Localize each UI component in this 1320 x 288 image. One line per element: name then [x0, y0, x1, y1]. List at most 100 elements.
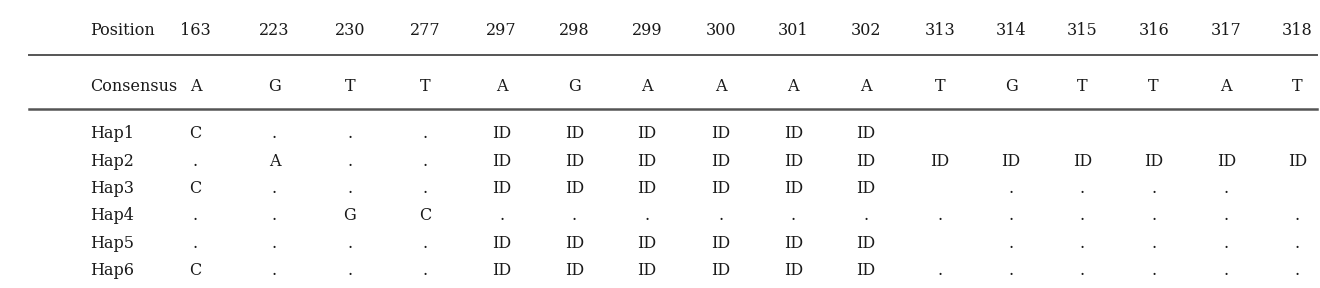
Text: Hap4: Hap4	[90, 207, 133, 225]
Text: ID: ID	[638, 125, 656, 143]
Text: .: .	[1224, 207, 1229, 225]
Text: 297: 297	[486, 22, 517, 39]
Text: .: .	[718, 207, 723, 225]
Text: .: .	[272, 180, 277, 197]
Text: A: A	[642, 78, 652, 95]
Text: Hap2: Hap2	[90, 153, 133, 170]
Text: .: .	[272, 207, 277, 225]
Text: ID: ID	[784, 125, 803, 143]
Text: .: .	[1295, 262, 1300, 279]
Text: G: G	[268, 78, 281, 95]
Text: ID: ID	[1217, 153, 1236, 170]
Text: .: .	[347, 262, 352, 279]
Text: .: .	[422, 262, 428, 279]
Text: ID: ID	[565, 180, 583, 197]
Text: ID: ID	[784, 153, 803, 170]
Text: 318: 318	[1282, 22, 1313, 39]
Text: T: T	[1077, 78, 1088, 95]
Text: .: .	[347, 125, 352, 143]
Text: G: G	[1005, 78, 1018, 95]
Text: .: .	[1080, 235, 1085, 252]
Text: .: .	[422, 235, 428, 252]
Text: .: .	[422, 180, 428, 197]
Text: 302: 302	[850, 22, 882, 39]
Text: 300: 300	[705, 22, 737, 39]
Text: .: .	[347, 235, 352, 252]
Text: 316: 316	[1138, 22, 1170, 39]
Text: ID: ID	[1144, 153, 1163, 170]
Text: Consensus: Consensus	[90, 78, 177, 95]
Text: ID: ID	[1073, 153, 1092, 170]
Text: .: .	[1151, 207, 1156, 225]
Text: ID: ID	[638, 262, 656, 279]
Text: .: .	[1224, 180, 1229, 197]
Text: ID: ID	[1002, 153, 1020, 170]
Text: ID: ID	[1288, 153, 1307, 170]
Text: .: .	[272, 125, 277, 143]
Text: 313: 313	[924, 22, 956, 39]
Text: ID: ID	[565, 262, 583, 279]
Text: .: .	[193, 153, 198, 170]
Text: ID: ID	[857, 180, 875, 197]
Text: ID: ID	[931, 153, 949, 170]
Text: 317: 317	[1210, 22, 1242, 39]
Text: .: .	[1080, 262, 1085, 279]
Text: ID: ID	[565, 153, 583, 170]
Text: Position: Position	[90, 22, 154, 39]
Text: C: C	[189, 125, 202, 143]
Text: ID: ID	[638, 235, 656, 252]
Text: .: .	[1151, 235, 1156, 252]
Text: .: .	[937, 262, 942, 279]
Text: ID: ID	[857, 153, 875, 170]
Text: T: T	[1292, 78, 1303, 95]
Text: A: A	[269, 153, 280, 170]
Text: .: .	[1295, 207, 1300, 225]
Text: 163: 163	[180, 22, 211, 39]
Text: .: .	[1151, 180, 1156, 197]
Text: .: .	[791, 207, 796, 225]
Text: ID: ID	[784, 235, 803, 252]
Text: 298: 298	[558, 22, 590, 39]
Text: ID: ID	[784, 180, 803, 197]
Text: Hap1: Hap1	[90, 125, 133, 143]
Text: Hap3: Hap3	[90, 180, 133, 197]
Text: ID: ID	[565, 125, 583, 143]
Text: .: .	[193, 235, 198, 252]
Text: .: .	[863, 207, 869, 225]
Text: ID: ID	[638, 180, 656, 197]
Text: A: A	[788, 78, 799, 95]
Text: ID: ID	[857, 125, 875, 143]
Text: .: .	[1224, 262, 1229, 279]
Text: ID: ID	[492, 153, 511, 170]
Text: 314: 314	[995, 22, 1027, 39]
Text: A: A	[496, 78, 507, 95]
Text: T: T	[420, 78, 430, 95]
Text: .: .	[937, 207, 942, 225]
Text: 301: 301	[777, 22, 809, 39]
Text: A: A	[190, 78, 201, 95]
Text: .: .	[347, 180, 352, 197]
Text: ID: ID	[492, 262, 511, 279]
Text: .: .	[1080, 180, 1085, 197]
Text: Hap6: Hap6	[90, 262, 133, 279]
Text: A: A	[1221, 78, 1232, 95]
Text: .: .	[272, 235, 277, 252]
Text: ID: ID	[711, 262, 730, 279]
Text: A: A	[715, 78, 726, 95]
Text: T: T	[345, 78, 355, 95]
Text: A: A	[861, 78, 871, 95]
Text: .: .	[1008, 262, 1014, 279]
Text: ID: ID	[857, 235, 875, 252]
Text: ID: ID	[638, 153, 656, 170]
Text: ID: ID	[492, 180, 511, 197]
Text: .: .	[347, 153, 352, 170]
Text: .: .	[499, 207, 504, 225]
Text: .: .	[572, 207, 577, 225]
Text: Hap5: Hap5	[90, 235, 133, 252]
Text: 230: 230	[334, 22, 366, 39]
Text: ID: ID	[711, 153, 730, 170]
Text: ID: ID	[565, 235, 583, 252]
Text: C: C	[189, 180, 202, 197]
Text: ID: ID	[711, 125, 730, 143]
Text: .: .	[272, 262, 277, 279]
